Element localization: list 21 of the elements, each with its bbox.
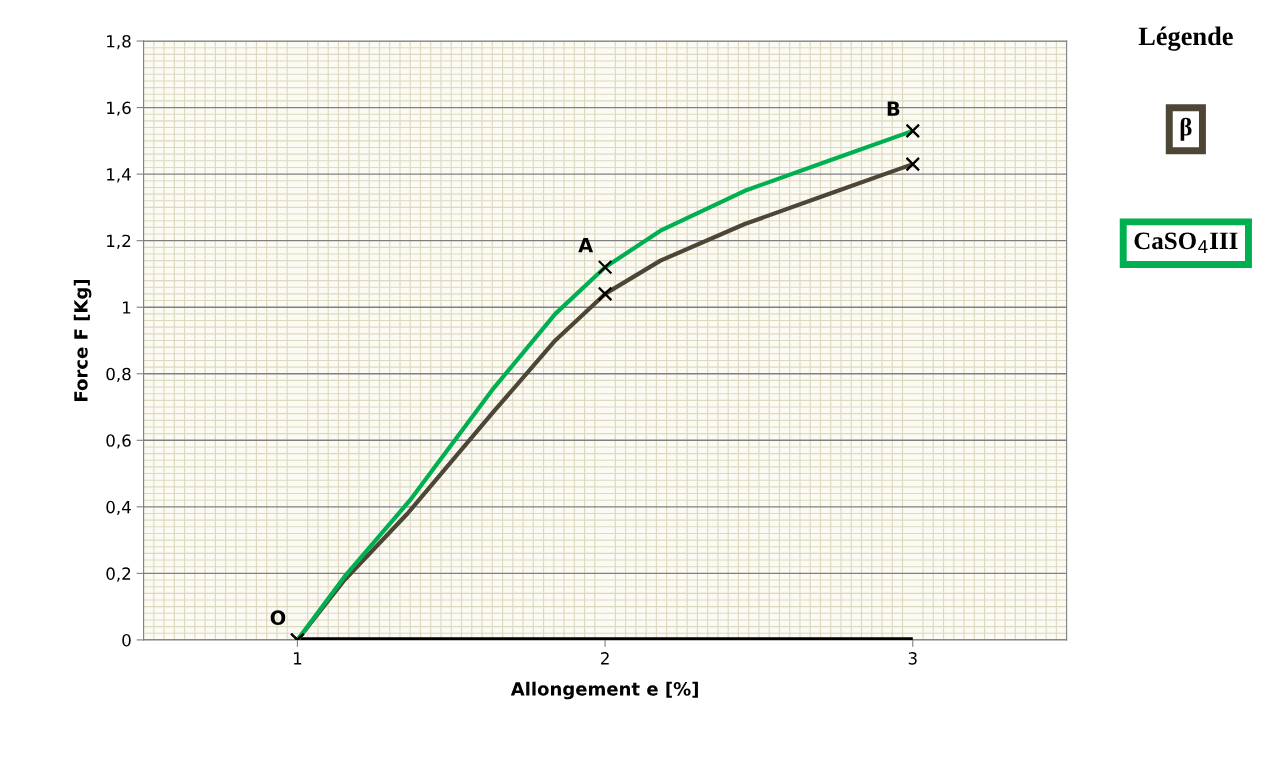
y-tick-label: 0,8 [106, 367, 131, 383]
x-tick-label: 3 [908, 652, 917, 665]
y-tick-label: 0,4 [106, 500, 131, 516]
y-tick-label: 0,6 [106, 434, 131, 449]
y-tick-label: 1,6 [107, 101, 131, 116]
annotation: A [578, 237, 594, 253]
y-axis-title: Force F [Kg] [73, 279, 92, 401]
y-tick-label: 1,4 [107, 168, 131, 183]
y-tick-label: 0 [122, 633, 131, 647]
x-tick-label: 1 [293, 652, 302, 665]
y-tick-label: 1 [123, 301, 131, 314]
x-tick-label: 2 [601, 652, 609, 665]
annotation: B [887, 101, 900, 116]
y-tick-label: 1,8 [107, 35, 131, 50]
y-tick-label: 0,2 [106, 567, 131, 582]
legend-title: Légende [1138, 26, 1233, 51]
annotation: O [270, 610, 286, 626]
text: β [1180, 117, 1192, 141]
text: CaSO$_{4}$III [1134, 232, 1238, 254]
y-tick-label: 1,2 [107, 234, 131, 249]
x-axis-title: Allongement e [%] [510, 681, 698, 700]
